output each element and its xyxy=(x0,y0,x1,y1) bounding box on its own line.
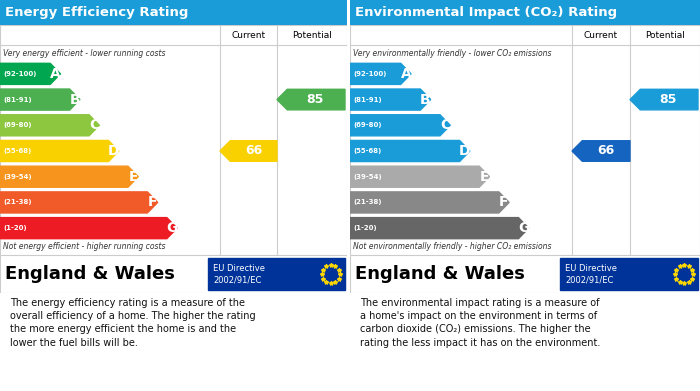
Text: A: A xyxy=(50,67,61,81)
Text: Not energy efficient - higher running costs: Not energy efficient - higher running co… xyxy=(3,242,165,251)
Text: Very environmentally friendly - lower CO₂ emissions: Very environmentally friendly - lower CO… xyxy=(353,49,552,58)
Text: B: B xyxy=(420,93,430,107)
Polygon shape xyxy=(630,89,698,110)
Text: England & Wales: England & Wales xyxy=(355,265,525,283)
Polygon shape xyxy=(350,218,528,239)
Polygon shape xyxy=(0,89,80,110)
Text: Very energy efficient - lower running costs: Very energy efficient - lower running co… xyxy=(3,49,165,58)
Text: EU Directive
2002/91/EC: EU Directive 2002/91/EC xyxy=(214,264,265,284)
Text: (21-38): (21-38) xyxy=(353,199,382,205)
Polygon shape xyxy=(350,89,430,110)
Text: E: E xyxy=(480,170,489,184)
Text: Environmental Impact (CO₂) Rating: Environmental Impact (CO₂) Rating xyxy=(355,6,617,19)
Text: D: D xyxy=(108,144,120,158)
Text: EU Directive
2002/91/EC: EU Directive 2002/91/EC xyxy=(565,264,617,284)
Polygon shape xyxy=(0,192,158,213)
Text: (92-100): (92-100) xyxy=(3,71,36,77)
Text: 66: 66 xyxy=(598,145,615,158)
Text: The energy efficiency rating is a measure of the
overall efficiency of a home. T: The energy efficiency rating is a measur… xyxy=(10,298,256,348)
Text: C: C xyxy=(89,118,99,132)
Text: (81-91): (81-91) xyxy=(3,97,31,102)
Polygon shape xyxy=(0,140,119,161)
Polygon shape xyxy=(0,63,60,84)
Polygon shape xyxy=(572,141,630,161)
Polygon shape xyxy=(220,141,277,161)
Text: F: F xyxy=(499,196,509,210)
Text: (69-80): (69-80) xyxy=(353,122,382,128)
Text: The environmental impact rating is a measure of
a home's impact on the environme: The environmental impact rating is a mea… xyxy=(360,298,601,348)
Polygon shape xyxy=(350,115,450,136)
Text: 85: 85 xyxy=(307,93,324,106)
Text: (21-38): (21-38) xyxy=(3,199,31,205)
Text: (69-80): (69-80) xyxy=(3,122,31,128)
Text: England & Wales: England & Wales xyxy=(5,265,175,283)
Text: Current: Current xyxy=(584,30,618,39)
Text: C: C xyxy=(440,118,450,132)
Text: B: B xyxy=(69,93,80,107)
Text: (39-54): (39-54) xyxy=(3,174,31,180)
Polygon shape xyxy=(0,218,177,239)
Text: (1-20): (1-20) xyxy=(353,225,377,231)
Text: 85: 85 xyxy=(659,93,677,106)
Text: E: E xyxy=(128,170,138,184)
Polygon shape xyxy=(0,115,99,136)
Text: (55-68): (55-68) xyxy=(353,148,382,154)
Bar xyxy=(208,258,345,290)
Text: Potential: Potential xyxy=(292,30,332,39)
Text: Not environmentally friendly - higher CO₂ emissions: Not environmentally friendly - higher CO… xyxy=(353,242,552,251)
Text: (1-20): (1-20) xyxy=(3,225,27,231)
Text: (92-100): (92-100) xyxy=(353,71,386,77)
Text: (81-91): (81-91) xyxy=(353,97,382,102)
Text: F: F xyxy=(148,196,158,210)
Text: (55-68): (55-68) xyxy=(3,148,31,154)
Polygon shape xyxy=(350,166,489,187)
Text: Energy Efficiency Rating: Energy Efficiency Rating xyxy=(5,6,188,19)
Polygon shape xyxy=(350,63,411,84)
Text: A: A xyxy=(400,67,412,81)
Polygon shape xyxy=(350,192,509,213)
Polygon shape xyxy=(277,89,345,110)
Polygon shape xyxy=(350,140,470,161)
Bar xyxy=(560,258,698,290)
Text: Current: Current xyxy=(232,30,265,39)
Text: G: G xyxy=(167,221,178,235)
Text: G: G xyxy=(518,221,529,235)
Text: (39-54): (39-54) xyxy=(353,174,382,180)
Text: Potential: Potential xyxy=(645,30,685,39)
Text: 66: 66 xyxy=(245,145,262,158)
Text: D: D xyxy=(459,144,470,158)
Polygon shape xyxy=(0,166,138,187)
